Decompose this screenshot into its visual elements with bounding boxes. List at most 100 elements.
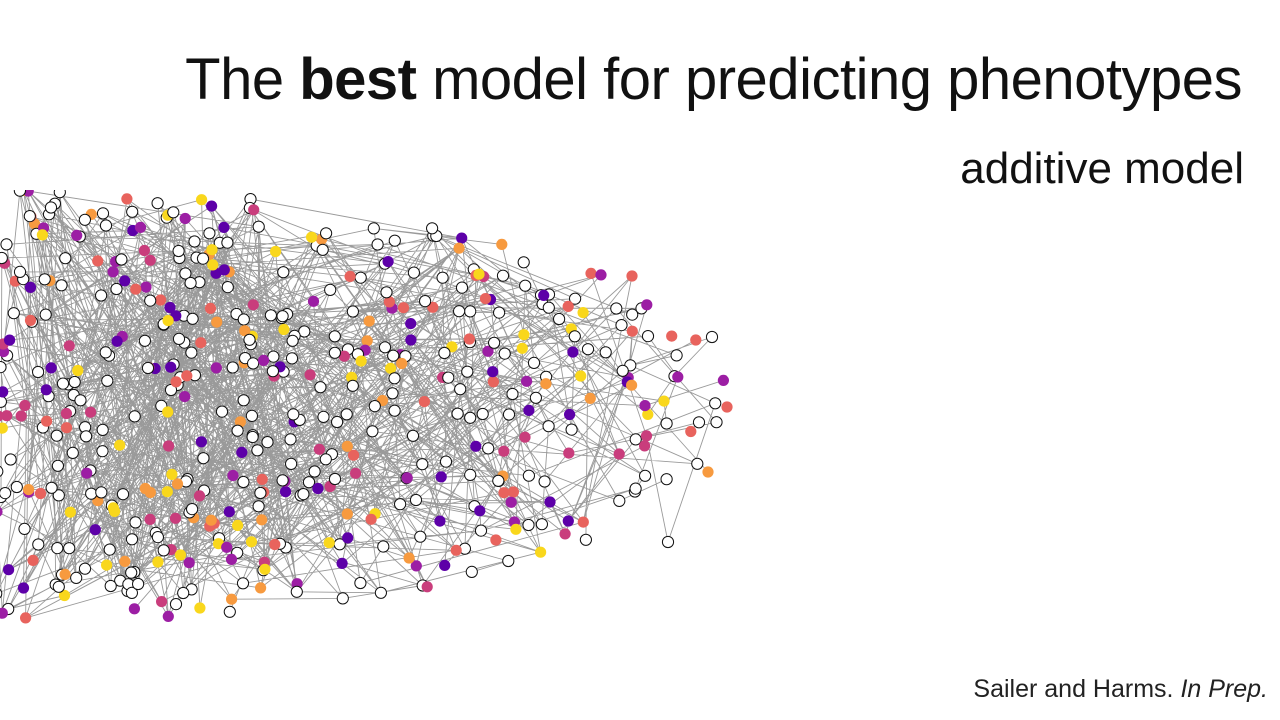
network-node [626, 308, 639, 321]
network-node [210, 362, 222, 374]
network-node [194, 602, 206, 614]
network-node [19, 399, 31, 412]
network-node [705, 330, 719, 344]
network-node [568, 330, 581, 343]
network-node [269, 538, 281, 551]
network-node [527, 356, 541, 369]
network-node [304, 369, 316, 381]
network-node [702, 466, 714, 478]
title-suffix: model for predicting phenotypes [416, 47, 1242, 112]
network-node [4, 334, 16, 346]
network-node [346, 305, 359, 318]
network-node [641, 299, 653, 311]
network-node [10, 480, 23, 494]
network-node [0, 607, 8, 619]
network-node [170, 376, 182, 388]
network-node [13, 265, 27, 279]
network-node [341, 440, 353, 452]
network-node [640, 430, 653, 442]
network-node [585, 267, 597, 279]
network-node [613, 448, 625, 460]
network-node [516, 342, 528, 354]
network-node [626, 325, 638, 337]
network-node [626, 270, 638, 282]
network-node [496, 238, 508, 250]
network-node [109, 505, 121, 517]
network-node [434, 515, 446, 527]
network-node [470, 440, 482, 452]
network-node [380, 286, 393, 299]
network-node [56, 377, 70, 390]
network-node [171, 478, 184, 490]
network-node [226, 593, 238, 605]
network-node [3, 564, 15, 576]
network-node [280, 486, 292, 498]
network-node [60, 407, 72, 420]
network-node [496, 269, 510, 282]
network-node [246, 430, 259, 444]
network-node [255, 582, 267, 594]
network-node [225, 553, 238, 565]
network-node [4, 453, 17, 466]
network-node [407, 266, 420, 279]
network-node [205, 514, 217, 526]
network-node [196, 194, 208, 206]
network-node [45, 362, 57, 374]
network-node [261, 436, 274, 449]
network-node [17, 582, 30, 594]
network-node [488, 336, 501, 349]
network-node [251, 444, 264, 457]
network-node [157, 544, 170, 557]
network-node [405, 318, 417, 330]
network-node [340, 408, 353, 421]
network-node [453, 305, 466, 318]
network-node [252, 220, 265, 233]
network-node [482, 442, 495, 455]
network-node [331, 415, 344, 429]
network-node [0, 361, 7, 374]
network-node [476, 407, 489, 421]
network-node [0, 506, 3, 517]
network-node [164, 383, 178, 397]
genotype-network-diagram [0, 190, 733, 624]
network-node [239, 325, 251, 337]
network-node [579, 533, 593, 546]
network-node [40, 384, 52, 396]
network-node [172, 244, 185, 258]
network-node [81, 467, 93, 479]
network-node [128, 410, 141, 423]
network-node [426, 222, 439, 235]
network-node [50, 429, 63, 442]
network-node [245, 409, 258, 422]
network-node [203, 227, 216, 240]
network-node [690, 334, 702, 346]
network-node [141, 361, 155, 375]
network-node [409, 493, 423, 507]
network-node [0, 422, 8, 434]
network-node [18, 522, 31, 535]
network-node [252, 500, 265, 513]
network-node [451, 407, 464, 420]
network-node [355, 355, 367, 367]
network-node [66, 446, 79, 459]
network-node [174, 549, 187, 561]
network-node [144, 254, 156, 266]
network-node [346, 379, 359, 392]
network-node [45, 481, 58, 494]
network-node [316, 243, 329, 256]
network-node [78, 213, 92, 226]
network-node [401, 472, 413, 484]
network-node [297, 488, 310, 501]
network-node [237, 394, 250, 407]
network-node [256, 514, 268, 526]
network-node [128, 603, 140, 615]
network-node [348, 449, 360, 461]
network-node [581, 343, 595, 356]
network-node [111, 335, 123, 347]
network-node [721, 401, 733, 413]
network-node [276, 474, 289, 487]
network-node [226, 361, 239, 374]
network-node [169, 512, 182, 524]
network-node [248, 204, 260, 216]
network-node [367, 222, 380, 235]
